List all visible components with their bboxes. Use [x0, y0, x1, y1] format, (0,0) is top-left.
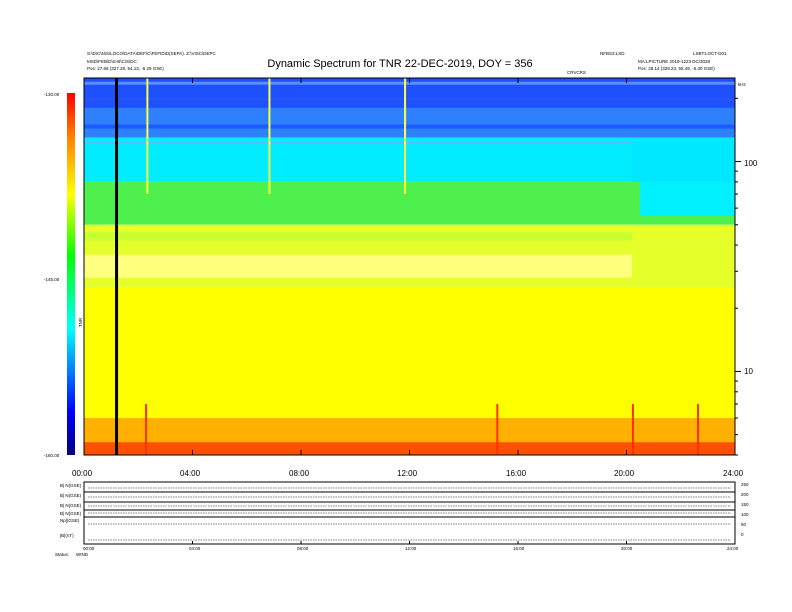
panel-x-tick: 16:00: [513, 546, 525, 551]
panel-label: Np|(GSE): [60, 518, 80, 523]
panel-right-tick: 250: [741, 482, 749, 487]
data-gap-line: [115, 78, 119, 455]
panel-label: B| N(GSE): [60, 493, 82, 498]
panel-x-tick: 04:00: [189, 546, 201, 551]
burst-streak: [697, 403, 700, 455]
burst-streak: [145, 403, 148, 455]
panel-status-label-2: WIND: [76, 552, 88, 557]
panel-x-tick: 24:00: [727, 546, 739, 551]
x-tick-label: 04:00: [180, 469, 201, 478]
y-right-tick-label: 100: [744, 159, 758, 168]
x-tick-label: 20:00: [614, 469, 635, 478]
late-cyan-region: [640, 181, 735, 217]
colorbar: [67, 93, 75, 455]
panel-right-tick: 200: [741, 492, 749, 497]
header-info-right-3: Pos: 28.14 (328.23, 55.49, -5.30 GSE): [638, 66, 715, 71]
x-tick-label: 08:00: [289, 469, 310, 478]
panel-x-tick: 00:00: [83, 546, 95, 551]
x-tick-label: 12:00: [397, 469, 418, 478]
header-info-left-1: S:\D\C\N\S\LOCO\DATA\DEF\C\FEFID\D(SEPA)…: [87, 51, 216, 56]
burst-streak: [404, 78, 407, 195]
panel-status-label: Status:: [55, 552, 70, 557]
burst-streak: [146, 78, 149, 195]
band-stripe: [84, 98, 735, 101]
axis-ticks: [83, 78, 741, 456]
panel-right-tick: 150: [741, 502, 749, 507]
header-info-right-top-right: LSBT:LOCT-D01: [693, 51, 727, 56]
spectrogram-features: [84, 78, 735, 455]
header-info-left-3: Pos: 27.66 (327.29, 54.13, -5.29 GSE): [87, 66, 164, 71]
colorbar-tick-top: -130.00: [44, 92, 60, 97]
timeseries-panels: [83, 481, 736, 545]
header-info-right-2: MA:LPICTURE 2019-1223 DC/3028: [638, 59, 711, 64]
panel-right-tick: 50: [741, 522, 747, 527]
spectrum-band: [84, 181, 735, 225]
panel-right-tick: 100: [741, 512, 749, 517]
header-info-left-2: MSD\FEB\D\S-B\C\S\DC: [87, 59, 137, 64]
pale-band: [84, 232, 632, 241]
panel-x-tick: 20:00: [621, 546, 633, 551]
band-stripe: [84, 81, 735, 85]
band-stripe: [84, 141, 735, 145]
spectrum-band: [84, 137, 735, 182]
panel-label: |B|(nT): [60, 533, 74, 538]
panel-label: B| N(GSE): [60, 503, 82, 508]
x-tick-label: 24:00: [723, 469, 744, 478]
header-info-right-top-left: NFBS3:LSD: [600, 51, 625, 56]
burst-streak: [496, 403, 499, 455]
colorbar-tick-bottom: -160.00: [44, 453, 60, 458]
panel-right-tick: 0: [741, 532, 744, 537]
pale-band: [84, 254, 632, 278]
chart-title: Dynamic Spectrum for TNR 22-DEC-2019, DO…: [267, 58, 533, 70]
burst-streak: [268, 78, 271, 195]
y-right-tick-label: 10: [744, 367, 753, 376]
colorbar-tick-middle: -145.00: [44, 277, 60, 282]
spectrum-band: [84, 107, 735, 138]
panel-x-tick: 12:00: [405, 546, 417, 551]
x-tick-label: 16:00: [506, 469, 527, 478]
panel-label: B| N(GSE): [60, 511, 82, 516]
panel-x-tick: 08:00: [297, 546, 309, 551]
x-tick-label: 00:00: [72, 469, 93, 478]
khz-unit-label: kHz: [738, 82, 746, 87]
burst-streak: [631, 403, 634, 455]
header-center-small: CRVCRS: [567, 70, 586, 75]
low-freq-orange: [84, 418, 735, 443]
panel-label: B| N(GSE): [60, 483, 82, 488]
band-stripe: [84, 124, 735, 129]
spectrum-band: [84, 287, 735, 435]
late-cyan-region: [631, 141, 735, 182]
